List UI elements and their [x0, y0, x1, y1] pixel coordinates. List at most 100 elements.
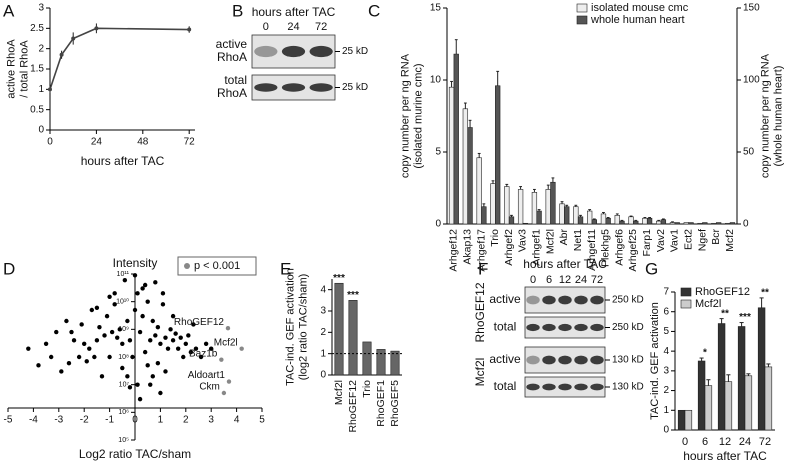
- bar: [729, 222, 736, 225]
- bar: [564, 206, 570, 225]
- blot-band: [590, 295, 604, 305]
- point-label: RhoGEF12: [174, 317, 224, 328]
- bar: [697, 360, 706, 431]
- bar: [600, 213, 607, 225]
- x-tick-label: Arhgef12: [448, 229, 460, 272]
- panel-label: D: [3, 259, 15, 278]
- bar: [697, 222, 703, 225]
- point: [48, 87, 52, 92]
- point: [150, 318, 155, 324]
- y-tick-label: 2.5: [30, 23, 44, 34]
- blot-band: [574, 323, 588, 332]
- point: [99, 374, 105, 379]
- bar: [757, 307, 766, 431]
- point: [84, 359, 89, 364]
- y-tick-label: 15: [430, 3, 442, 14]
- point: [239, 346, 244, 351]
- y-tick-label: 2: [320, 327, 326, 338]
- point: [153, 333, 158, 338]
- point: [168, 327, 173, 332]
- x-tick-label: Mcf2l: [544, 229, 556, 254]
- bar: [481, 206, 487, 225]
- point: [130, 354, 135, 360]
- y-tick-label: 0: [435, 219, 441, 230]
- x-tick-label: 3: [208, 415, 214, 426]
- point: [163, 369, 168, 374]
- bar: [550, 181, 556, 225]
- point: [125, 318, 130, 324]
- bar: [508, 216, 515, 225]
- point: [187, 27, 192, 32]
- bar: [390, 350, 400, 376]
- bar: [376, 349, 386, 376]
- bar: [688, 222, 694, 225]
- x-tick-label: Arhgef25: [627, 229, 639, 272]
- legend-box: [177, 256, 257, 276]
- x-tick-label: 0: [682, 436, 688, 448]
- x-axis-label: Log2 ratio TAC/sham: [79, 447, 191, 461]
- point: [71, 338, 77, 343]
- point: [43, 341, 49, 346]
- x-tick-label: 2: [183, 415, 189, 426]
- point: [140, 313, 145, 319]
- point: [122, 277, 128, 283]
- point: [173, 331, 178, 336]
- x-tick-label: Mcf2l: [333, 380, 345, 405]
- point: [209, 346, 214, 351]
- bar: [573, 206, 579, 225]
- point: [178, 335, 183, 340]
- point: [153, 280, 158, 285]
- x-tick-label: 72: [184, 137, 196, 148]
- x-tick-label: Akap13: [461, 229, 473, 265]
- x-tick-label: -2: [80, 415, 89, 426]
- point: [82, 341, 87, 346]
- blot-band: [574, 295, 588, 305]
- size-label: 25 kD: [342, 82, 368, 93]
- y-tick-label: 7: [663, 287, 669, 298]
- bar: [577, 216, 584, 225]
- x-tick-label: 24: [739, 436, 751, 448]
- y-tick-label: 2: [38, 43, 44, 54]
- y-axis-label: TAC-ind. GEF activation: [284, 268, 296, 386]
- y-tick-label: 0: [38, 125, 44, 136]
- point: [191, 322, 196, 327]
- point: [170, 313, 176, 319]
- y-tick-label: 10¹¹: [117, 271, 130, 278]
- blot-title: hours after TAC: [523, 257, 607, 271]
- y-tick-label: 5: [435, 147, 441, 158]
- point: [94, 338, 100, 343]
- x-tick-label: -4: [29, 415, 38, 426]
- point: [59, 52, 64, 57]
- bar: [453, 53, 459, 225]
- blot-band: [281, 83, 306, 92]
- bar: [642, 217, 648, 225]
- x-tick-label: Plekhg5: [600, 229, 612, 267]
- lane-label: 12: [559, 274, 571, 286]
- bar: [476, 157, 482, 225]
- point: [59, 369, 64, 374]
- blot-band: [558, 323, 572, 332]
- bar: [744, 375, 753, 431]
- point: [71, 36, 76, 41]
- point: [137, 329, 143, 335]
- point: [79, 322, 84, 327]
- y-tick-label: 6: [663, 306, 669, 317]
- x-tick-label: Arhgef1: [531, 229, 543, 266]
- point: [160, 302, 166, 307]
- point-label: Baz1b: [189, 348, 218, 359]
- y-tick-label: 10⁸: [118, 354, 129, 361]
- y-tick-label: 10: [430, 75, 442, 86]
- y-tick-label: 3: [38, 3, 44, 14]
- x-tick-label: 4: [234, 415, 240, 426]
- point: [26, 346, 31, 351]
- x-tick-label: Arhgef2: [503, 229, 515, 266]
- y-tick-label: 0: [743, 219, 749, 230]
- y-tick-label: 3: [663, 365, 669, 376]
- point: [112, 291, 117, 296]
- bar: [711, 222, 717, 225]
- group-label: Mcf2l: [473, 358, 487, 387]
- blot-band: [590, 383, 604, 391]
- bar: [619, 220, 625, 225]
- bar: [684, 409, 693, 431]
